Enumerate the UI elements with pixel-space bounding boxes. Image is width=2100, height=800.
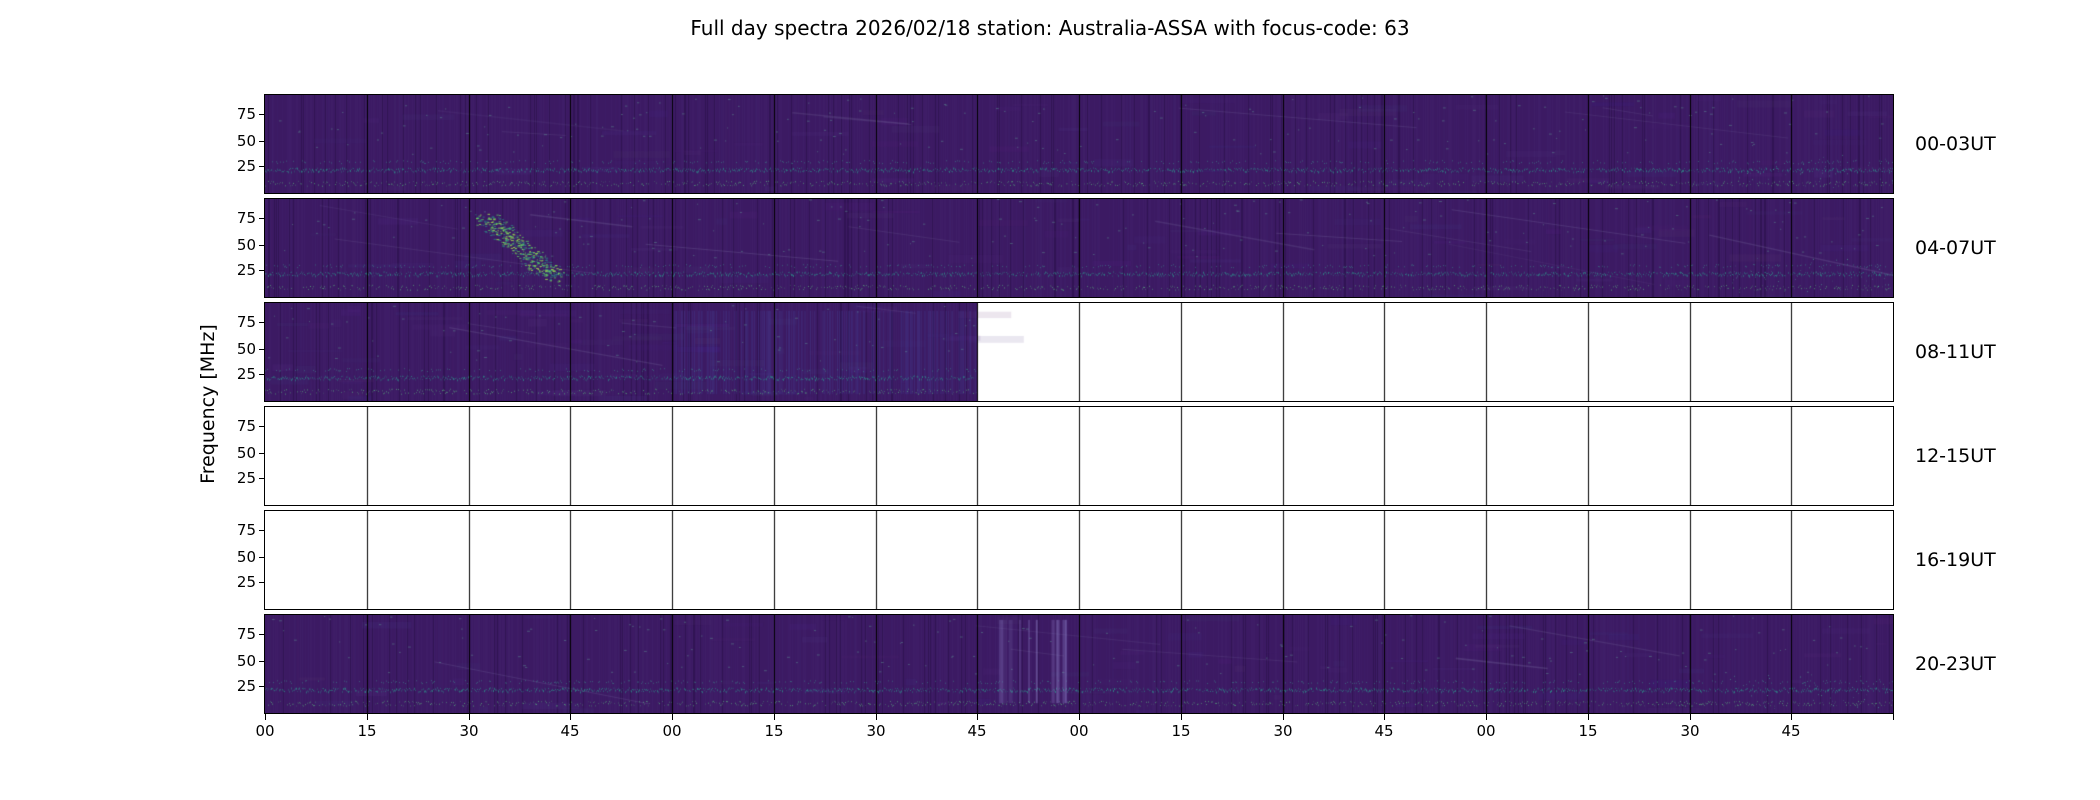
row-time-label: 08-11UT — [1915, 341, 1996, 363]
x-tick-label: 15 — [764, 722, 784, 740]
x-tick-label: 00 — [1069, 722, 1089, 740]
x-tick-label: 45 — [1781, 722, 1801, 740]
row-time-label: 16-19UT — [1915, 549, 1996, 571]
x-tick-mark — [672, 714, 673, 720]
row-time-label: 04-07UT — [1915, 237, 1996, 259]
y-tick-label: 50 — [236, 652, 256, 670]
spectrogram-row-16-19UT: 75 50 25 16-19UT — [237, 510, 1996, 610]
y-tick-mark — [259, 374, 265, 375]
x-tick-label: 45 — [1374, 722, 1394, 740]
spectrogram-row-04-07UT: 75 50 25 04-07UT — [237, 198, 1996, 298]
x-tick-mark — [977, 714, 978, 720]
y-tick-label: 75 — [236, 105, 256, 123]
y-tick-label: 25 — [236, 677, 256, 695]
x-tick-label: 45 — [560, 722, 580, 740]
spectrogram-canvas — [265, 615, 1893, 713]
y-tick-label: 75 — [236, 417, 256, 435]
x-tick-label: 15 — [357, 722, 377, 740]
x-tick-mark — [1181, 714, 1182, 720]
y-tick-mark — [259, 426, 265, 427]
y-tick-label: 25 — [236, 365, 256, 383]
y-tick-label: 25 — [236, 261, 256, 279]
y-tick-mark — [259, 245, 265, 246]
x-tick-mark — [1791, 714, 1792, 720]
y-tick-mark — [259, 634, 265, 635]
x-tick-mark — [1690, 714, 1691, 720]
x-tick-mark — [1384, 714, 1385, 720]
spectrogram-canvas — [265, 511, 1893, 609]
y-tick-mark — [259, 349, 265, 350]
y-tick-mark — [259, 582, 265, 583]
x-tick-mark — [1283, 714, 1284, 720]
y-tick-mark — [259, 166, 265, 167]
spectrogram-canvas — [265, 303, 1893, 401]
spectrogram-canvas — [265, 95, 1893, 193]
y-tick-mark — [259, 270, 265, 271]
y-tick-label: 75 — [236, 521, 256, 539]
spectrogram-row-00-03UT: 75 50 25 00-03UT — [237, 94, 1996, 194]
x-tick-mark — [1486, 714, 1487, 720]
y-tick-mark — [259, 453, 265, 454]
x-tick-label: 30 — [459, 722, 479, 740]
y-tick-label: 50 — [236, 236, 256, 254]
y-tick-label: 25 — [236, 469, 256, 487]
x-tick-mark — [1079, 714, 1080, 720]
y-tick-mark — [259, 141, 265, 142]
x-tick-mark — [367, 714, 368, 720]
y-tick-label: 50 — [236, 548, 256, 566]
x-tick-mark — [1588, 714, 1589, 720]
x-tick-label: 45 — [967, 722, 987, 740]
y-tick-label: 50 — [236, 132, 256, 150]
y-tick-label: 75 — [236, 625, 256, 643]
y-axis-label: Frequency [MHz] — [197, 324, 219, 484]
x-tick-label: 30 — [1680, 722, 1700, 740]
spectrogram-canvas — [265, 199, 1893, 297]
y-tick-mark — [259, 114, 265, 115]
spectrogram-canvas — [265, 407, 1893, 505]
y-tick-mark — [259, 557, 265, 558]
y-tick-label: 50 — [236, 340, 256, 358]
y-tick-mark — [259, 530, 265, 531]
y-tick-mark — [259, 686, 265, 687]
y-tick-label: 75 — [236, 209, 256, 227]
x-tick-label: 30 — [866, 722, 886, 740]
x-tick-label: 00 — [1476, 722, 1496, 740]
x-tick-mark — [876, 714, 877, 720]
x-tick-label: 00 — [662, 722, 682, 740]
x-tick-label: 00 — [255, 722, 275, 740]
x-tick-mark — [265, 714, 266, 720]
y-tick-label: 25 — [236, 157, 256, 175]
y-tick-mark — [259, 478, 265, 479]
row-time-label: 12-15UT — [1915, 445, 1996, 467]
y-tick-mark — [259, 322, 265, 323]
y-tick-mark — [259, 661, 265, 662]
y-tick-mark — [259, 218, 265, 219]
x-tick-mark — [1893, 714, 1894, 720]
spectrogram-row-20-23UT: 75 50 25 20-23UT — [237, 614, 1996, 714]
y-tick-label: 25 — [236, 573, 256, 591]
x-tick-label: 30 — [1273, 722, 1293, 740]
x-tick-label: 15 — [1578, 722, 1598, 740]
x-tick-mark — [469, 714, 470, 720]
chart-title: Full day spectra 2026/02/18 station: Aus… — [690, 16, 1410, 40]
row-time-label: 20-23UT — [1915, 653, 1996, 675]
spectrogram-row-12-15UT: 75 50 25 12-15UT — [237, 406, 1996, 506]
x-tick-label: 15 — [1171, 722, 1191, 740]
spectrogram-row-08-11UT: 75 50 25 08-11UT — [237, 302, 1996, 402]
x-tick-mark — [570, 714, 571, 720]
x-tick-mark — [774, 714, 775, 720]
y-tick-label: 50 — [236, 444, 256, 462]
row-time-label: 00-03UT — [1915, 133, 1996, 155]
y-tick-label: 75 — [236, 313, 256, 331]
